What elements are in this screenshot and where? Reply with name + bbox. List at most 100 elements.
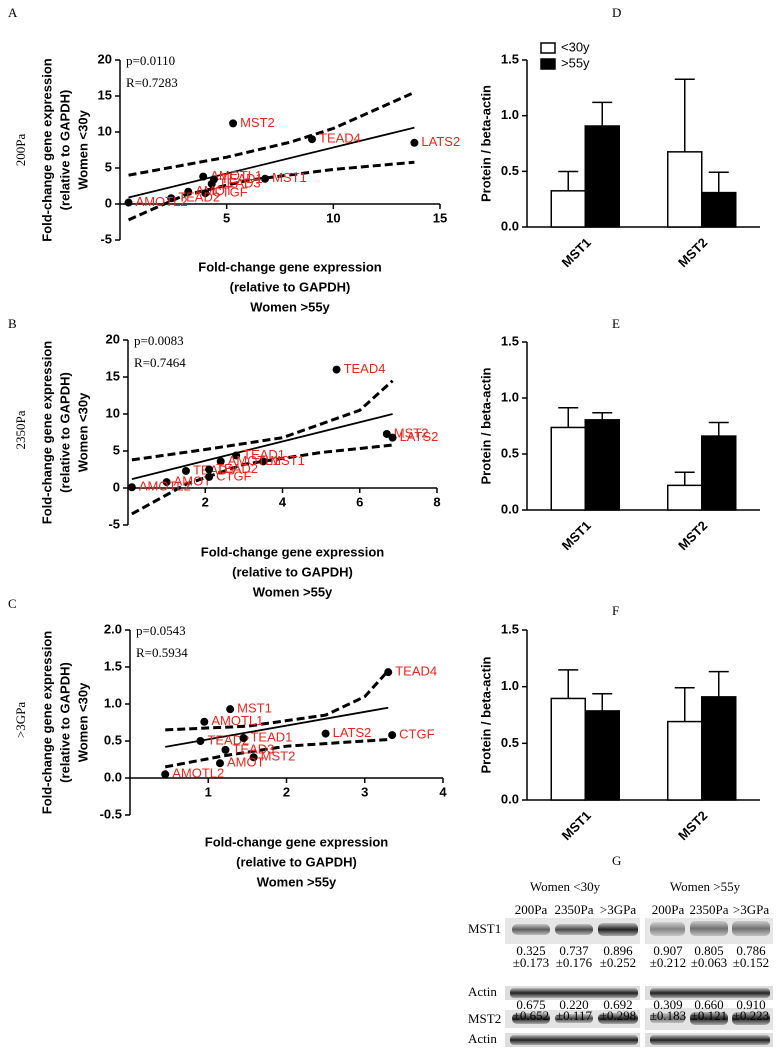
y-axis-title: Women <30y — [75, 109, 90, 189]
y-tick-label: 20 — [106, 331, 120, 346]
point-label: MST2 — [394, 425, 429, 440]
data-point — [388, 731, 397, 740]
x-tick-label: 10 — [326, 210, 340, 225]
data-point — [199, 172, 208, 181]
annotation: R=0.7464 — [134, 355, 186, 370]
blot-value: ±0.212 — [650, 955, 686, 970]
y-tick-label: 5 — [113, 442, 120, 457]
confidence-band — [128, 91, 416, 177]
y-tick-label: 1.0 — [104, 695, 122, 710]
y-tick-label: -5 — [100, 231, 112, 246]
bar — [667, 484, 703, 511]
x-tick-label: MST1 — [559, 808, 594, 843]
y-tick-label: -5 — [108, 516, 120, 531]
annotation: R=0.5934 — [136, 645, 188, 660]
blot-value: 0.786 — [736, 943, 766, 958]
bar — [550, 697, 586, 801]
blot-value: ±0.063 — [691, 955, 727, 970]
y-tick-label: 0.0 — [501, 218, 519, 233]
y-axis-title: Women <30y — [75, 682, 90, 762]
x-tick-label: 2 — [202, 494, 209, 509]
data-point — [215, 759, 224, 768]
data-point — [226, 705, 235, 714]
blot-column-label: >3GPa — [600, 902, 636, 917]
x-tick-label: 1 — [205, 784, 212, 799]
data-point — [382, 429, 391, 438]
y-tick-label: 0.5 — [501, 445, 519, 460]
x-tick-label: MST2 — [675, 518, 710, 553]
bar — [550, 426, 586, 511]
panel-letter: D — [612, 5, 621, 20]
point-label: AMOT — [174, 474, 212, 489]
data-point — [205, 465, 214, 474]
data-point — [332, 365, 341, 374]
y-tick-label: -0.5 — [100, 806, 122, 821]
panel-letter: A — [8, 5, 18, 20]
x-axis-title: Fold-change gene expression — [201, 544, 385, 559]
y-tick-label: 1.5 — [501, 621, 519, 636]
x-tick-label: 4 — [279, 494, 287, 509]
blot-value: ±0.176 — [556, 955, 593, 970]
panel-letter: G — [612, 853, 621, 868]
blot-value: 0.805 — [694, 943, 723, 958]
legend-swatch — [540, 58, 556, 70]
y-tick-label: 0.0 — [501, 791, 519, 806]
point-label: TEAD1 — [250, 729, 292, 744]
blot-row-label: Actin — [468, 984, 497, 999]
x-tick-label: MST2 — [675, 808, 710, 843]
point-label: MST1 — [272, 170, 307, 185]
y-axis-title: (relative to GAPDH) — [57, 90, 72, 211]
data-point — [207, 179, 216, 188]
y-tick-label: 0.0 — [104, 769, 122, 784]
y-tick-label: 0 — [105, 195, 112, 210]
blot-column-label: 2350Pa — [690, 902, 729, 917]
blot-column-label: >3GPa — [733, 902, 769, 917]
blot-value: 0.896 — [603, 943, 633, 958]
x-tick-label: 15 — [433, 210, 447, 225]
confidence-band — [131, 443, 393, 516]
data-point — [308, 135, 316, 144]
blot-value: ±0.173 — [513, 955, 549, 970]
point-label: TEAD4 — [344, 361, 386, 376]
y-axis-title: Protein / beta-actin — [478, 367, 493, 484]
data-point — [229, 119, 238, 128]
blot-value: 0.692 — [603, 997, 632, 1012]
legend-swatch — [540, 42, 556, 54]
data-point — [201, 189, 210, 198]
y-tick-label: 0 — [113, 479, 120, 494]
point-label: TEAD2 — [207, 732, 249, 747]
blot-value: 0.660 — [694, 997, 723, 1012]
data-point — [161, 770, 170, 779]
point-label: TEAD2 — [216, 461, 258, 476]
blot-value: 0.675 — [516, 997, 545, 1012]
bar — [550, 190, 586, 228]
point-label: TEAD4 — [319, 131, 361, 146]
data-point — [216, 457, 225, 466]
data-point — [384, 668, 393, 677]
blot-column-label: 200Pa — [652, 902, 685, 917]
data-point — [181, 466, 190, 475]
blot-value: ±0.298 — [600, 1008, 636, 1023]
y-tick-label: 1.0 — [501, 107, 519, 122]
point-label: MST1 — [270, 453, 305, 468]
bar — [584, 419, 620, 511]
y-axis-title: Women <30y — [75, 392, 90, 472]
panel-letter: E — [612, 316, 620, 331]
blot-value: ±0.652 — [513, 1008, 549, 1023]
y-tick-label: 10 — [106, 405, 120, 420]
condition-label: 200Pa — [13, 134, 28, 167]
y-tick-label: 1.0 — [501, 678, 519, 693]
confidence-band — [131, 379, 394, 462]
y-axis-title: Fold-change gene expression — [39, 58, 54, 242]
data-point — [162, 478, 171, 487]
bar — [667, 151, 703, 228]
point-label: TEAD1 — [221, 171, 263, 186]
data-point — [232, 451, 241, 460]
blot-row-label: Actin — [468, 1031, 497, 1046]
x-axis-title: (relative to GAPDH) — [230, 279, 351, 294]
point-label: LATS2 — [333, 725, 372, 740]
blot-value: ±0.152 — [733, 955, 769, 970]
legend-label: >55y — [561, 55, 590, 70]
bar — [667, 720, 703, 801]
